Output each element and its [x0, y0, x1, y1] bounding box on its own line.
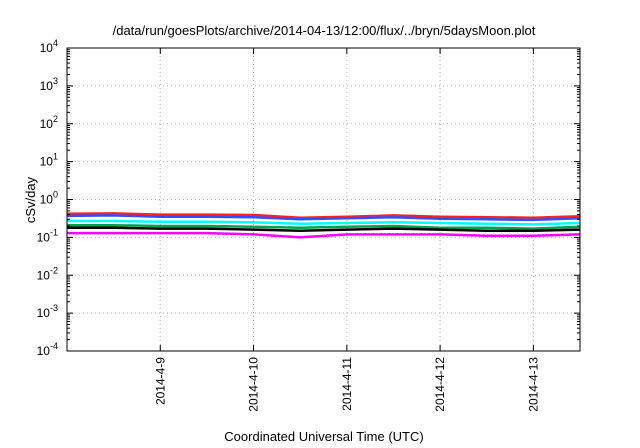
y-tick-exponent: -4 [50, 341, 58, 351]
series-layer [66, 212, 581, 239]
y-tick-exponent: 1 [53, 152, 58, 162]
y-tick-exponent: -1 [50, 227, 58, 237]
x-tick-label: 2014-4-10 [247, 357, 261, 412]
y-tick-label: 10-4 [37, 341, 58, 358]
y-tick-exponent: 0 [53, 190, 58, 200]
y-tick-exponent: 2 [53, 114, 58, 124]
y-tick-label: 102 [40, 114, 58, 131]
x-axis-label: Coordinated Universal Time (UTC) [224, 429, 423, 444]
grid-lines [67, 48, 580, 351]
y-tick-label: 100 [40, 190, 58, 207]
series-line-4 [67, 223, 581, 230]
x-tick-label: 2014-4-13 [526, 357, 540, 412]
y-tick-label: 103 [40, 76, 58, 93]
series-line-5 [67, 226, 581, 232]
x-tick-label: 2014-4-9 [153, 357, 167, 405]
series-line-3 [67, 219, 581, 226]
y-tick-exponent: -2 [50, 265, 58, 275]
y-tick-label: 10-2 [37, 265, 58, 282]
series-line-1 [66, 212, 581, 219]
y-tick-label: 104 [40, 38, 58, 55]
y-axis-label: cSv/day [23, 176, 38, 223]
y-tick-exponent: 3 [53, 76, 58, 86]
y-tick-exponent: -3 [50, 303, 58, 313]
y-tick-label: 10-1 [37, 227, 58, 244]
x-tick-label: 2014-4-12 [433, 357, 447, 412]
series-line-6 [67, 231, 581, 239]
y-tick-label: 101 [40, 152, 58, 169]
x-tick-label: 2014-4-11 [340, 357, 354, 411]
y-tick-label: 10-3 [37, 303, 58, 320]
x-axis-ticks: 2014-4-9 2014-4-10 2014-4-11 2014-4-12 2014-… [153, 48, 540, 412]
y-tick-exponent: 4 [53, 38, 58, 48]
series-line-2 [66, 214, 581, 222]
chart-title: /data/run/goesPlots/archive/2014-04-13/1… [113, 23, 536, 38]
